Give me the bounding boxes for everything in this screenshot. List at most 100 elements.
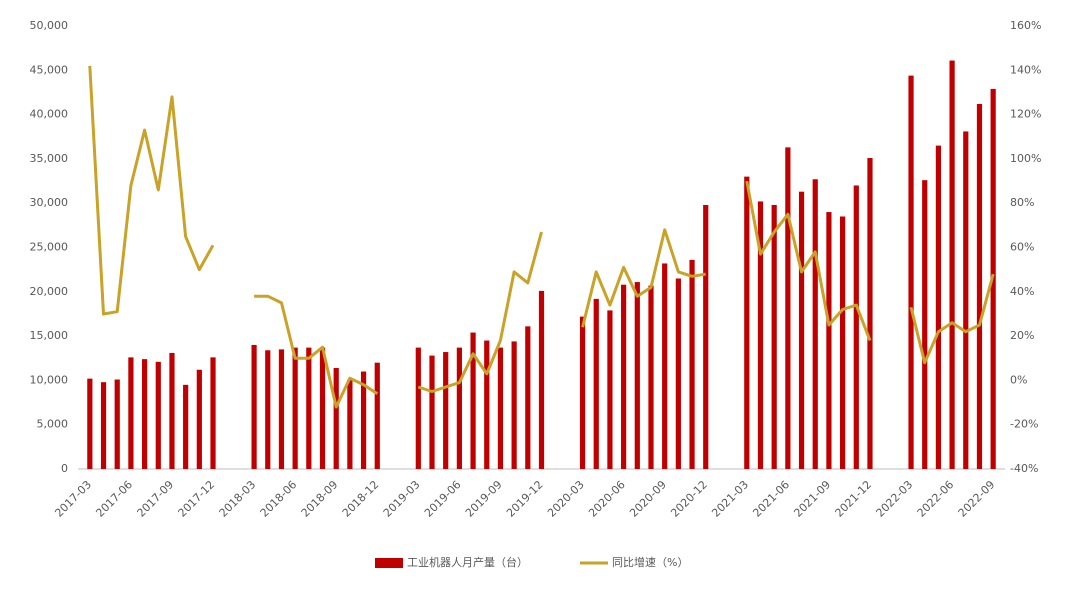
y-tick-label: 25,000	[30, 241, 69, 254]
bar	[278, 349, 285, 469]
bar	[607, 310, 613, 469]
bar	[812, 179, 818, 469]
bar	[662, 263, 668, 469]
bar	[360, 371, 367, 469]
bar	[785, 147, 791, 469]
bar	[456, 347, 462, 469]
bar	[826, 212, 832, 469]
bar	[935, 145, 942, 470]
bar	[908, 75, 914, 469]
line	[581, 228, 706, 328]
x-tick-label: 2019-03	[381, 478, 423, 520]
bar	[114, 379, 120, 469]
y-tick-label: 5,000	[37, 418, 69, 431]
x-tick-label: 2019-09	[463, 478, 505, 520]
bar	[511, 341, 517, 469]
bar	[470, 332, 476, 469]
x-tick-label: 2022-03	[874, 478, 916, 520]
line	[417, 231, 543, 393]
bar	[703, 204, 709, 470]
bar	[771, 204, 777, 470]
bar	[415, 347, 421, 469]
bar	[155, 361, 161, 469]
line	[88, 65, 215, 316]
bar	[744, 176, 750, 469]
bar	[634, 282, 640, 469]
x-tick-label: 2021-09	[791, 478, 833, 520]
y2-tick-label: 160%	[1010, 19, 1041, 32]
y2-tick-label: -40%	[1010, 462, 1038, 475]
bar	[798, 191, 805, 469]
bar	[976, 103, 983, 469]
y2-tick-label: -20%	[1010, 418, 1038, 431]
x-tick-label: 2021-03	[709, 478, 751, 520]
bar	[593, 298, 599, 469]
bar	[265, 350, 271, 469]
x-tick-label: 2022-09	[956, 478, 998, 520]
x-tick-label: 2017-06	[93, 478, 135, 520]
bar	[949, 60, 955, 469]
x-tick-label: 2020-06	[586, 478, 628, 520]
x-tick-label: 2018-09	[299, 478, 341, 520]
bar	[675, 278, 681, 469]
bar	[525, 326, 531, 469]
x-tick-label: 2019-12	[504, 478, 546, 520]
x-tick-label: 2021-06	[750, 478, 792, 520]
bar	[141, 359, 148, 469]
y-tick-label: 10,000	[30, 373, 69, 386]
y-tick-label: 45,000	[30, 63, 69, 76]
y2-tick-label: 40%	[1010, 285, 1034, 298]
line	[254, 294, 379, 409]
bar	[867, 158, 873, 469]
x-tick-label: 2021-12	[833, 478, 875, 520]
bar	[853, 185, 859, 470]
y2-tick-label: 0%	[1010, 373, 1027, 386]
y-tick-label: 15,000	[30, 329, 69, 342]
bar	[306, 347, 312, 469]
line	[909, 273, 995, 365]
bar	[100, 382, 107, 469]
bar	[333, 367, 339, 469]
y2-tick-label: 80%	[1010, 196, 1034, 209]
y-tick-label: 20,000	[30, 285, 69, 298]
bar	[374, 362, 380, 469]
bar	[347, 379, 353, 469]
bar	[128, 357, 134, 469]
x-tick-label: 2017-12	[176, 478, 218, 520]
bar	[757, 201, 764, 470]
line	[745, 180, 872, 342]
x-tick-label: 2018-03	[217, 478, 259, 520]
x-tick-label: 2018-06	[258, 478, 300, 520]
bar	[538, 290, 545, 469]
bar	[196, 369, 202, 469]
x-tick-label: 2017-09	[135, 478, 177, 520]
x-tick-label: 2018-12	[340, 478, 382, 520]
bar	[210, 357, 216, 469]
bar	[621, 284, 627, 469]
y2-tick-label: 100%	[1010, 152, 1041, 165]
bar	[648, 285, 654, 469]
y2-tick-label: 20%	[1010, 329, 1034, 342]
x-tick-label: 2020-09	[627, 478, 669, 520]
bar	[319, 347, 326, 469]
bar	[443, 352, 449, 469]
bar	[169, 352, 175, 469]
bar	[87, 378, 93, 469]
x-tick-label: 2019-06	[422, 478, 464, 520]
y-tick-label: 35,000	[30, 152, 69, 165]
y-tick-label: 0	[61, 462, 68, 475]
bar	[579, 316, 586, 469]
bar	[292, 347, 298, 469]
legend-label: 同比增速（%）	[612, 555, 688, 569]
x-tick-label: 2020-03	[545, 478, 587, 520]
x-tick-label: 2017-03	[52, 478, 94, 520]
bar	[922, 180, 928, 469]
y2-tick-label: 120%	[1010, 108, 1041, 121]
legend-swatch	[375, 558, 403, 568]
bar	[840, 216, 846, 469]
y2-tick-label: 140%	[1010, 63, 1041, 76]
y-tick-label: 40,000	[30, 108, 69, 121]
y-tick-label: 30,000	[30, 196, 69, 209]
x-tick-label: 2020-12	[668, 478, 710, 520]
